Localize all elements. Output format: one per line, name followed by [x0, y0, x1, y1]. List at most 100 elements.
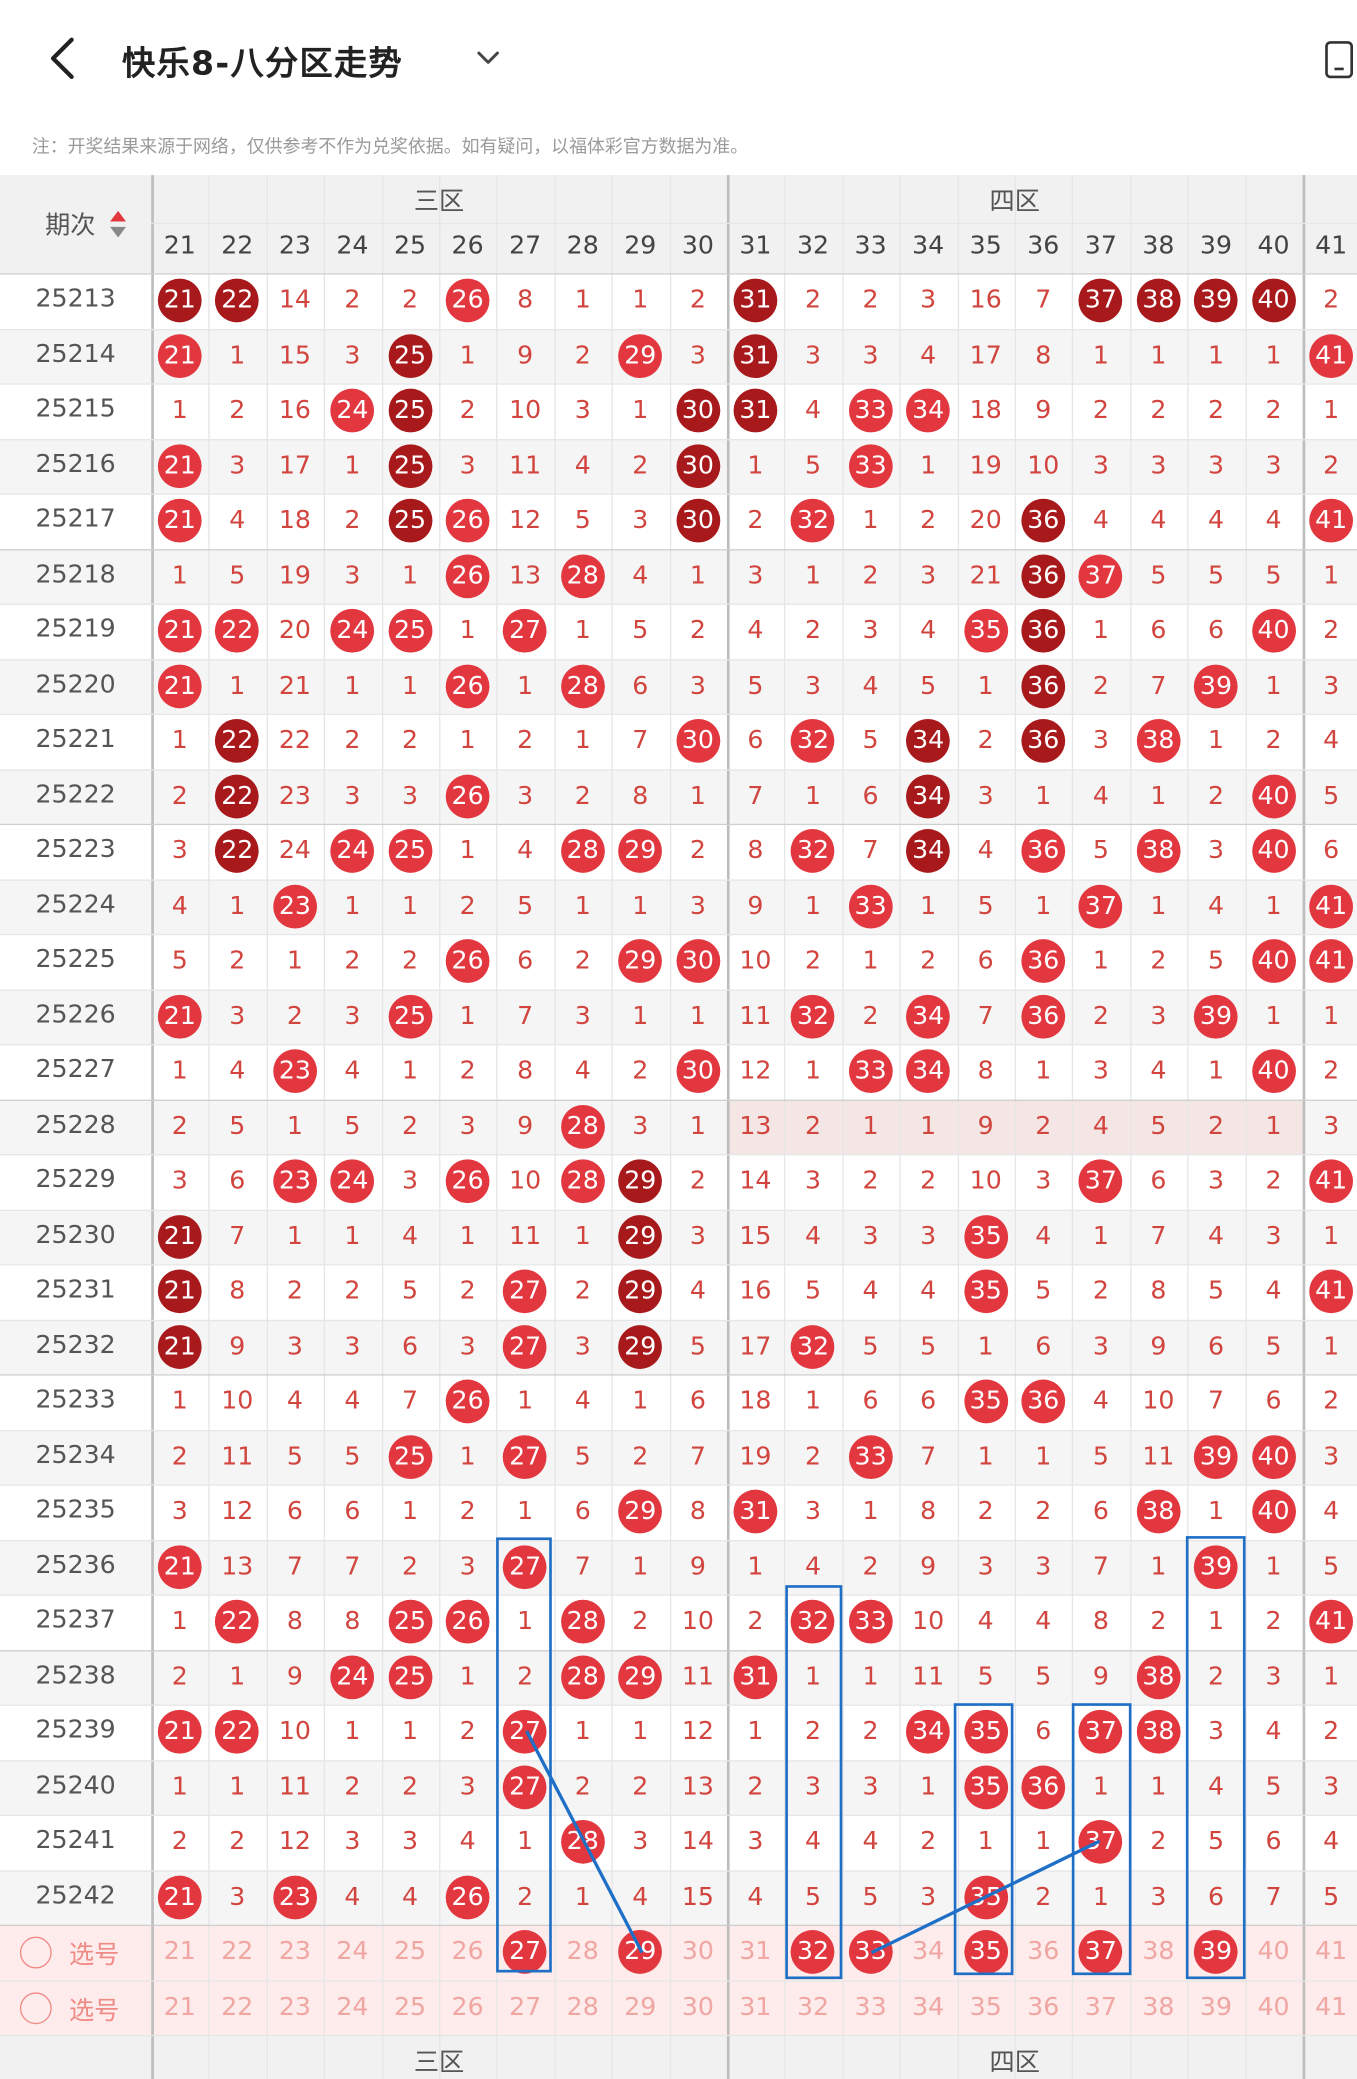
column-number[interactable]: 33: [854, 230, 887, 260]
pick-number[interactable]: 22: [221, 1936, 254, 1966]
pick-number[interactable]: 28: [566, 1991, 599, 2021]
picked-ball[interactable]: 32: [791, 1930, 835, 1974]
column-number[interactable]: 21: [163, 230, 196, 260]
pick-number[interactable]: 30: [681, 1936, 714, 1966]
page-title[interactable]: 快乐8-八分区走势: [122, 43, 403, 83]
pick-number[interactable]: 23: [278, 1936, 311, 1966]
picked-ball[interactable]: 37: [1078, 1930, 1123, 1974]
column-number[interactable]: 29: [624, 230, 657, 260]
pick-number[interactable]: 36: [1027, 1936, 1060, 1966]
miss-count: 2: [286, 1000, 303, 1031]
row-divider: [0, 1264, 1357, 1266]
pick-number[interactable]: 38: [1142, 1991, 1175, 2021]
column-number[interactable]: 35: [969, 230, 1002, 260]
pick-number[interactable]: 39: [1199, 1991, 1233, 2021]
column-number[interactable]: 26: [451, 230, 484, 260]
miss-count: 4: [1092, 1386, 1109, 1416]
chevron-down-icon[interactable]: [472, 45, 504, 72]
column-number[interactable]: 41: [1315, 230, 1348, 260]
select-radio[interactable]: [19, 1991, 52, 2024]
picked-ball[interactable]: 35: [963, 1930, 1008, 1974]
miss-count: 3: [920, 560, 937, 590]
drawn-ball: 29: [618, 939, 663, 983]
sort-icon[interactable]: [109, 208, 128, 240]
drawn-ball: 38: [1136, 1489, 1181, 1534]
pick-number[interactable]: 40: [1257, 1936, 1290, 1966]
drawn-ball: 34: [906, 1049, 951, 1094]
pick-number[interactable]: 21: [163, 1936, 196, 1966]
miss-count: 17: [739, 1331, 772, 1361]
miss-count: 3: [344, 560, 361, 590]
column-number[interactable]: 27: [509, 230, 542, 260]
miss-count: 6: [977, 945, 994, 975]
pick-number[interactable]: 28: [566, 1936, 599, 1966]
column-number[interactable]: 23: [278, 230, 311, 260]
miss-count: 6: [344, 1496, 361, 1526]
pick-number[interactable]: 23: [278, 1991, 311, 2021]
column-number[interactable]: 38: [1142, 230, 1175, 260]
pick-number[interactable]: 34: [912, 1936, 945, 1966]
drawn-ball: 40: [1251, 774, 1296, 818]
pick-number[interactable]: 25: [393, 1936, 427, 1966]
drawn-ball: 28: [560, 1104, 605, 1149]
miss-count: 6: [1207, 1331, 1224, 1361]
pick-number[interactable]: 24: [336, 1991, 369, 2021]
column-number[interactable]: 28: [566, 230, 599, 260]
column-number[interactable]: 40: [1257, 230, 1290, 260]
pick-number[interactable]: 36: [1027, 1991, 1060, 2021]
column-number[interactable]: 24: [336, 230, 369, 260]
column-number[interactable]: 32: [796, 230, 830, 260]
pick-number[interactable]: 24: [336, 1936, 369, 1966]
pick-number[interactable]: 26: [451, 1991, 484, 2021]
pick-number[interactable]: 38: [1142, 1936, 1175, 1966]
miss-count: 9: [517, 340, 534, 370]
chevron-left-icon[interactable]: [40, 32, 88, 85]
miss-count: 16: [739, 1276, 772, 1306]
picked-ball[interactable]: 27: [503, 1930, 548, 1974]
pick-number[interactable]: 26: [451, 1936, 484, 1966]
miss-count: 7: [517, 1000, 534, 1031]
miss-count: 3: [1092, 725, 1109, 755]
column-number[interactable]: 37: [1084, 230, 1117, 260]
pick-number[interactable]: 27: [509, 1991, 542, 2021]
miss-count: 1: [862, 1496, 879, 1526]
pick-number[interactable]: 41: [1315, 1936, 1348, 1966]
select-radio[interactable]: [19, 1936, 52, 1969]
miss-count: 4: [171, 890, 188, 920]
pick-number[interactable]: 25: [393, 1991, 427, 2021]
pick-number[interactable]: 37: [1084, 1991, 1117, 2021]
miss-count: 3: [574, 1000, 591, 1031]
pick-number[interactable]: 21: [163, 1991, 196, 2021]
pick-number[interactable]: 33: [854, 1991, 887, 2021]
column-divider: [1129, 175, 1132, 2079]
issue-header-label[interactable]: 期次: [45, 210, 96, 241]
pick-number[interactable]: 40: [1257, 1991, 1290, 2021]
column-number[interactable]: 31: [739, 230, 772, 260]
column-number[interactable]: 34: [912, 230, 945, 260]
column-number[interactable]: 36: [1027, 230, 1060, 260]
phone-icon[interactable]: [1321, 37, 1357, 82]
drawn-ball: 21: [157, 498, 202, 543]
column-number[interactable]: 25: [393, 230, 427, 260]
miss-count: 3: [1150, 1000, 1167, 1031]
pick-number[interactable]: 31: [739, 1936, 772, 1966]
picked-ball[interactable]: 39: [1194, 1930, 1238, 1974]
picked-ball[interactable]: 33: [848, 1930, 893, 1974]
pick-number[interactable]: 31: [739, 1991, 772, 2021]
miss-count: 1: [459, 835, 476, 865]
pick-number[interactable]: 34: [912, 1991, 945, 2021]
pick-number[interactable]: 32: [796, 1991, 830, 2021]
drawn-ball: 31: [733, 388, 778, 433]
pick-number[interactable]: 30: [681, 1991, 714, 2021]
column-number[interactable]: 22: [221, 230, 254, 260]
column-number[interactable]: 39: [1199, 230, 1233, 260]
pick-number[interactable]: 35: [969, 1991, 1002, 2021]
pick-number[interactable]: 22: [221, 1991, 254, 2021]
row-divider: [0, 823, 1357, 826]
miss-count: 2: [1323, 615, 1340, 645]
pick-number[interactable]: 41: [1315, 1991, 1348, 2021]
column-number[interactable]: 30: [681, 230, 714, 260]
pick-number[interactable]: 29: [624, 1991, 657, 2021]
miss-count: 3: [689, 340, 706, 370]
drawn-ball: 41: [1309, 939, 1354, 983]
